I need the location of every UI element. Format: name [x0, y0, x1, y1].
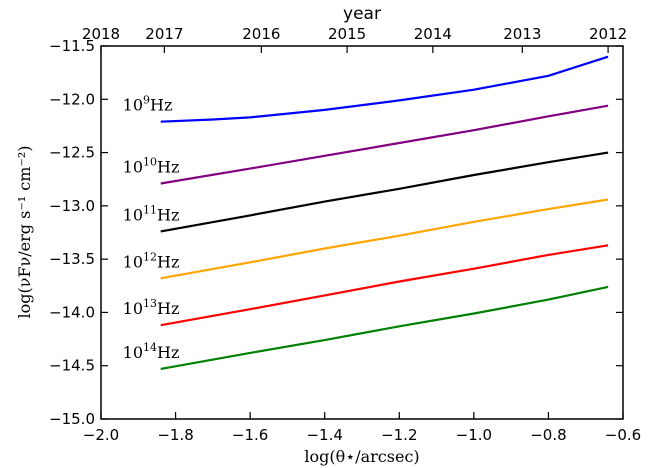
tick-labels: −2.0 −1.8 −1.6 −1.4 −1.2 −1.0 −0.8 −0.6 −11.5 −12…	[49, 25, 641, 444]
y-tick-label: −12.0	[49, 90, 95, 108]
x-tick-label: −1.8	[157, 426, 193, 444]
top-tick-label: 2015	[328, 25, 366, 43]
series-label: 1011Hz	[123, 203, 180, 224]
top-tick-label: 2012	[589, 25, 627, 43]
y-tick-label: −11.5	[49, 37, 95, 55]
x-tick-label: −0.8	[530, 426, 566, 444]
series-label: 109Hz	[123, 94, 173, 115]
series-label: 1012Hz	[123, 250, 180, 271]
ticks	[100, 45, 624, 420]
series-label: 1014Hz	[123, 341, 180, 362]
y-tick-label: −15.0	[49, 410, 95, 428]
x-tick-label: −1.4	[306, 426, 342, 444]
top-tick-label: 2014	[414, 25, 452, 43]
series-label: 1013Hz	[123, 297, 180, 318]
series-line	[160, 244, 609, 327]
series-line	[160, 285, 609, 370]
series-line	[160, 198, 609, 280]
y-tick-label: −14.5	[49, 357, 95, 375]
x-axis-title: log(θ⋆/arcsec)	[304, 447, 419, 466]
x-tick-label: −1.0	[456, 426, 492, 444]
series-label: 1010Hz	[123, 155, 180, 176]
series-line	[160, 151, 609, 233]
series-labels: 1014Hz 1013Hz 1012Hz 1011Hz 1010Hz 109Hz	[123, 94, 180, 362]
y-axis-title: log(νFν/erg s⁻¹ cm⁻²)	[15, 145, 34, 318]
top-tick-label: 2018	[82, 25, 120, 43]
top-tick-label: 2016	[242, 25, 280, 43]
x-tick-label: −2.0	[83, 426, 119, 444]
y-tick-label: −12.5	[49, 144, 95, 162]
x-tick-label: −1.2	[381, 426, 417, 444]
plot-frame	[100, 45, 624, 420]
series-lines	[160, 55, 609, 370]
series-line	[160, 104, 609, 185]
top-axis-title: year	[343, 4, 381, 24]
x-tick-label: −1.6	[232, 426, 268, 444]
y-tick-label: −13.0	[49, 197, 95, 215]
top-tick-label: 2017	[145, 25, 183, 43]
top-tick-label: 2013	[503, 25, 541, 43]
x-tick-label: −0.6	[605, 426, 641, 444]
y-tick-label: −13.5	[49, 250, 95, 268]
series-line	[160, 55, 609, 123]
y-tick-label: −14.0	[49, 303, 95, 321]
